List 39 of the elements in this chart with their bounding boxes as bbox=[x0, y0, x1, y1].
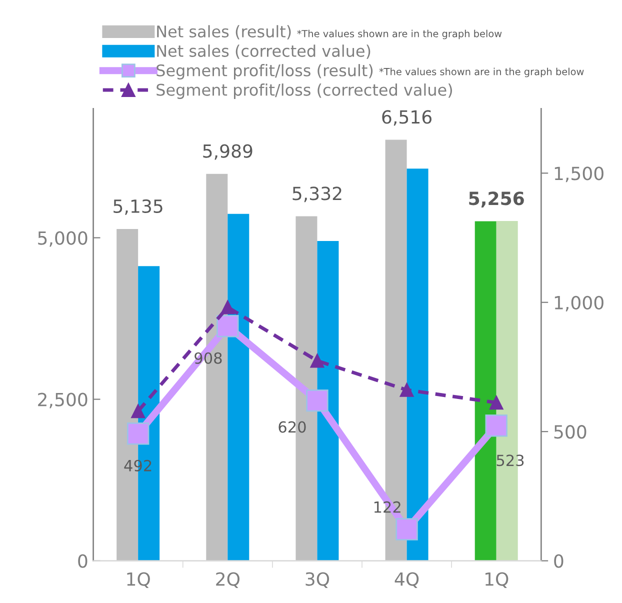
data-label: 5,256 bbox=[469, 192, 524, 208]
text: *The values shown are in the graph below bbox=[297, 30, 502, 40]
x-tick-label: 3Q bbox=[306, 572, 330, 588]
y-tick-label: 5,000 bbox=[38, 231, 88, 247]
bar bbox=[228, 214, 250, 561]
x-tick-label: 1Q bbox=[485, 572, 508, 588]
point bbox=[126, 422, 150, 445]
data-label: 5,989 bbox=[203, 144, 252, 160]
point bbox=[216, 315, 239, 338]
legend-label: Segment profit/loss (result) bbox=[156, 64, 373, 80]
legend-label: Segment profit/loss (corrected value) bbox=[156, 84, 452, 99]
point bbox=[310, 354, 324, 368]
x-tick-label: 4Q bbox=[394, 572, 419, 588]
x-tick-label: 2Q bbox=[216, 572, 240, 588]
data-label: 5,135 bbox=[114, 199, 162, 215]
data-label: 5,332 bbox=[292, 186, 342, 202]
y-tick-label: 2,500 bbox=[38, 392, 88, 408]
point bbox=[131, 404, 146, 418]
point bbox=[220, 300, 235, 314]
point bbox=[396, 518, 418, 540]
bar bbox=[406, 168, 428, 561]
point bbox=[489, 396, 504, 410]
bar bbox=[317, 240, 339, 561]
text: *The values shown are in the graph below bbox=[379, 68, 584, 78]
legend-label: Net sales (result) bbox=[157, 25, 291, 40]
point bbox=[400, 383, 414, 397]
y-tick-label: 0 bbox=[78, 554, 88, 568]
y2-tick-label: 1,000 bbox=[554, 296, 604, 312]
y2-tick-label: 1,500 bbox=[554, 166, 604, 182]
bar bbox=[474, 221, 496, 561]
data-label: 122 bbox=[374, 501, 400, 513]
y2-tick-label: 500 bbox=[554, 425, 586, 439]
data-label: 6,516 bbox=[382, 110, 432, 126]
data-label: 620 bbox=[278, 421, 306, 433]
point bbox=[485, 414, 508, 437]
legend-label: Net sales (corrected value) bbox=[157, 44, 370, 59]
y2-tick-label: 0 bbox=[554, 554, 564, 568]
point bbox=[306, 389, 328, 412]
x-tick-label: 1Q bbox=[127, 572, 150, 588]
